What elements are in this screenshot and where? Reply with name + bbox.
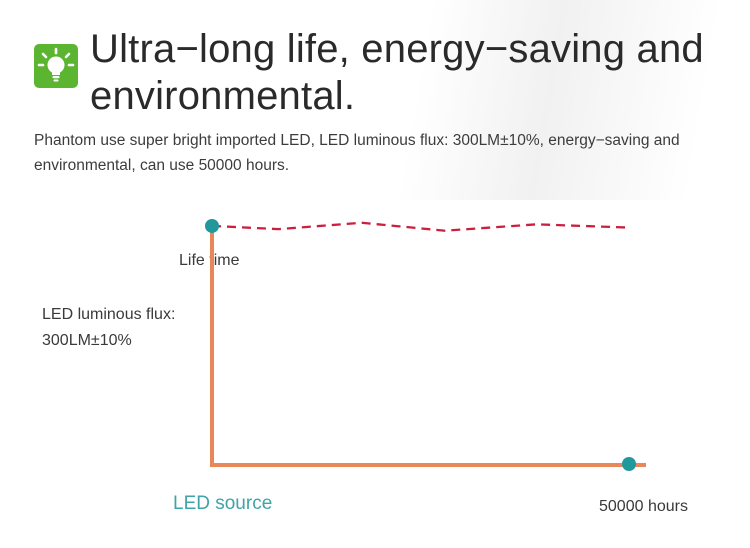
x-origin-label: LED source	[173, 493, 272, 514]
flux-label-line2: 300LM±10%	[42, 332, 132, 349]
header-shadow	[0, 0, 750, 200]
description-text: Phantom use super bright imported LED, L…	[34, 132, 680, 174]
page-title: Ultra−long life, energy−saving and envir…	[90, 27, 704, 118]
y-axis-label: Life time	[179, 252, 240, 269]
end-hours-marker	[622, 457, 636, 471]
lightbulb-icon	[34, 44, 78, 88]
flux-label-line1: LED luminous flux:	[42, 306, 175, 323]
luminous-flux-dashed-line	[211, 221, 629, 232]
flux-start-marker	[205, 218, 219, 233]
x-end-label: 50000 hours	[599, 498, 688, 515]
